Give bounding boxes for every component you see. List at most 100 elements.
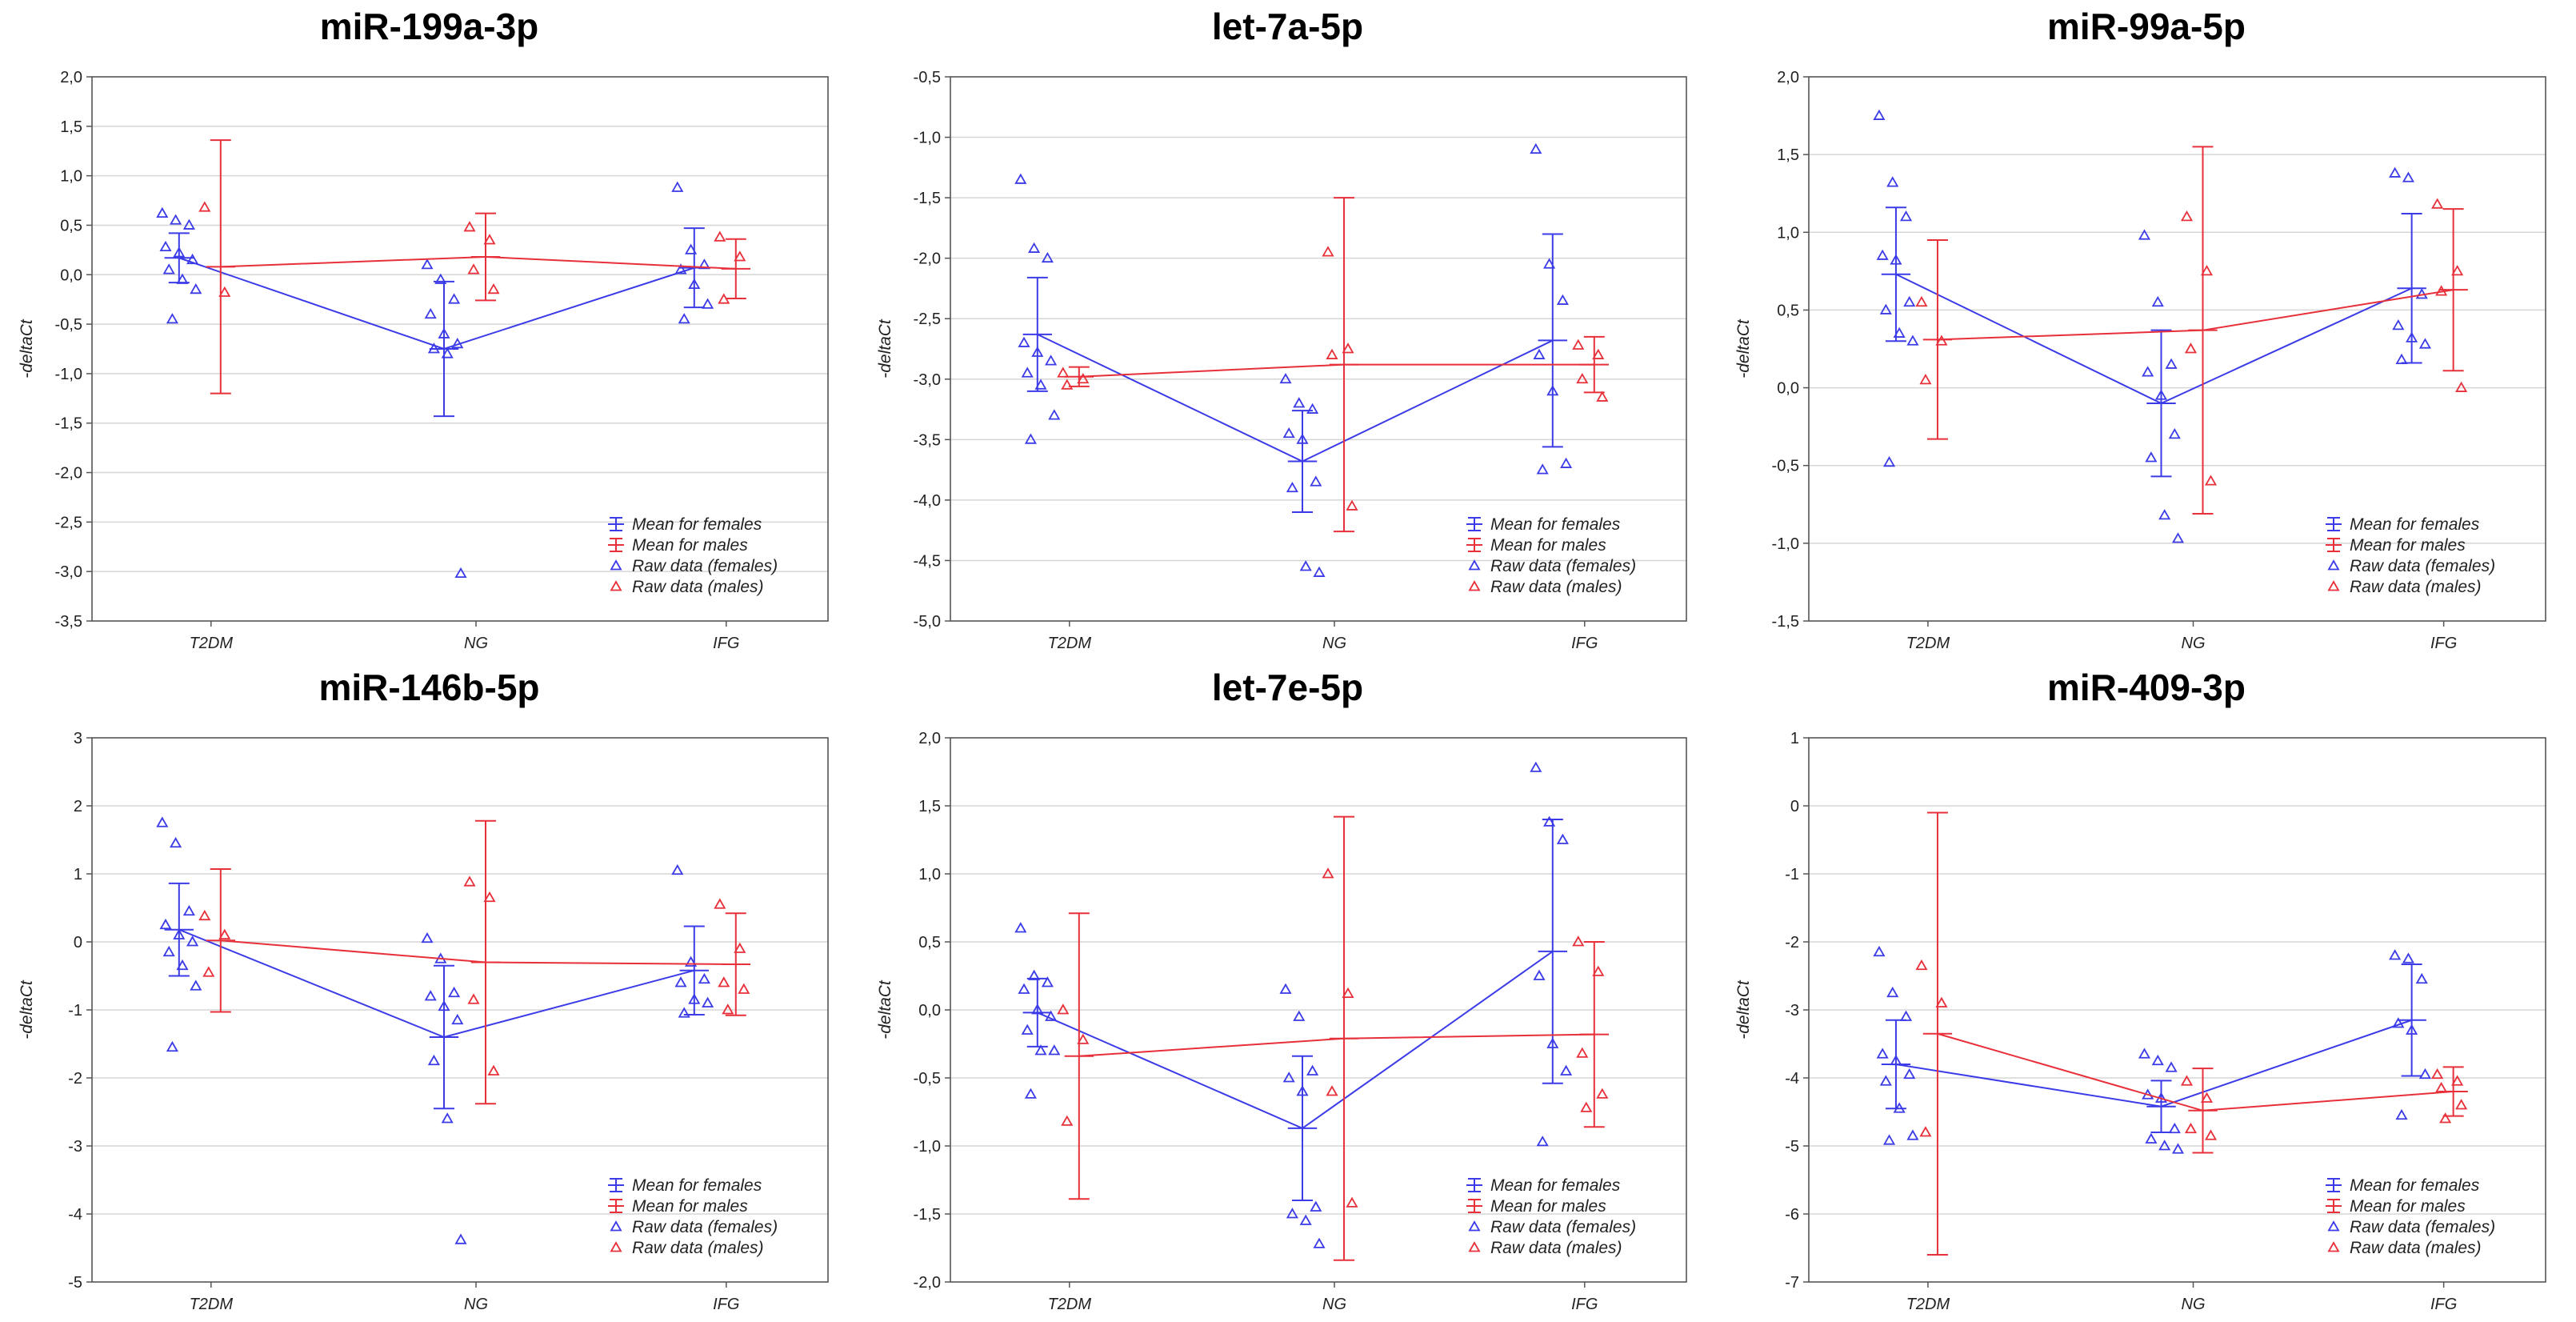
raw-point-female xyxy=(1031,346,1044,357)
y-tick-label: -5 xyxy=(1785,1138,1799,1156)
legend-label: Mean for females xyxy=(2350,515,2480,534)
legend-symbol xyxy=(610,1241,622,1252)
raw-point-female xyxy=(1024,433,1037,444)
raw-point-male xyxy=(738,983,750,994)
y-tick-label: -3,5 xyxy=(55,613,82,631)
legend-symbol xyxy=(2327,1241,2340,1252)
raw-point-female xyxy=(1879,1075,1892,1086)
y-tick-label: 2,0 xyxy=(60,69,82,86)
y-tick-label: 1,5 xyxy=(918,798,941,815)
raw-point-female xyxy=(186,935,199,947)
x-tick-label: IFG xyxy=(713,635,739,652)
y-tick-label: -0,5 xyxy=(914,69,941,86)
raw-point-male xyxy=(1592,348,1605,359)
y-tick-label: 0,5 xyxy=(1777,302,1799,319)
series-line-males xyxy=(1078,363,1594,378)
raw-point-male xyxy=(1326,348,1338,359)
raw-point-male xyxy=(2180,210,2194,222)
raw-point-female xyxy=(1543,815,1556,827)
raw-point-male xyxy=(718,293,730,304)
y-tick-label: -7 xyxy=(1785,1274,1799,1292)
legend-symbol xyxy=(610,1220,622,1232)
chart-plot: 2,0 1,5 1,0 0,5 0,0 -0,5 -1,0 -1,5 -2,0 -2,5 -3,0 -… xyxy=(18,69,829,652)
y-tick-label: 1 xyxy=(1790,730,1799,747)
series-line-males xyxy=(1937,1032,2454,1112)
raw-point-female xyxy=(1310,1200,1322,1212)
raw-point-male xyxy=(218,928,231,939)
raw-point-male xyxy=(1077,1033,1090,1044)
raw-point-female xyxy=(1882,1134,1896,1145)
raw-point-female xyxy=(190,979,202,991)
raw-point-female xyxy=(2145,451,2158,463)
y-tick-label: -5,0 xyxy=(914,613,941,631)
legend-label: Raw data (males) xyxy=(2350,578,2482,596)
raw-point-male xyxy=(714,230,726,242)
raw-point-male xyxy=(2184,343,2198,354)
raw-point-male xyxy=(1935,335,1948,346)
legend-symbol xyxy=(2327,559,2340,571)
raw-point-female xyxy=(1299,1214,1312,1225)
chart-panel-5: let-7e-5p 2,0 1,5 1,0 0,5 0,0 -0,5 -1,0 -1,5 -2,… xyxy=(858,661,1717,1322)
raw-point-female xyxy=(451,1013,464,1025)
x-tick-label: NG xyxy=(464,1296,488,1313)
raw-point-female xyxy=(1024,1088,1037,1099)
y-tick-label: 0,0 xyxy=(918,1002,941,1020)
legend-label: Raw data (females) xyxy=(1490,1218,1636,1236)
raw-point-male xyxy=(1322,246,1334,257)
legend-label: Mean for males xyxy=(2350,1197,2466,1216)
raw-point-female xyxy=(1879,303,1892,314)
y-tick-label: -1,5 xyxy=(55,415,82,433)
raw-point-female xyxy=(1903,295,1916,307)
raw-point-female xyxy=(1536,1136,1549,1147)
raw-point-female xyxy=(424,307,437,319)
raw-point-male xyxy=(2180,1075,2194,1086)
raw-point-female xyxy=(166,1040,178,1052)
y-tick-label: -1,5 xyxy=(914,190,941,207)
raw-point-female xyxy=(1045,1010,1058,1021)
raw-point-male xyxy=(2455,1099,2468,1110)
raw-point-male xyxy=(2435,1081,2448,1093)
raw-point-male xyxy=(218,286,231,297)
raw-point-female xyxy=(424,990,437,1001)
y-axis-label: -deltaCt xyxy=(18,979,36,1040)
legend-label: Raw data (males) xyxy=(2350,1239,2482,1257)
raw-point-male xyxy=(1572,339,1585,350)
y-tick-label: 0 xyxy=(74,934,82,951)
x-tick-label: NG xyxy=(464,635,488,652)
raw-point-female xyxy=(1890,254,1902,265)
y-axis-label: -deltaCt xyxy=(1734,979,1753,1040)
raw-point-female xyxy=(2395,353,2408,365)
raw-point-male xyxy=(487,283,500,294)
raw-point-female xyxy=(1313,566,1326,577)
raw-point-female xyxy=(1296,433,1309,444)
raw-point-female xyxy=(1899,210,1913,222)
raw-point-male xyxy=(2431,1068,2444,1080)
legend-label: Raw data (males) xyxy=(632,578,764,596)
chart-plot: -0,5 -1,0 -1,5 -2,0 -2,5 -3,0 -3,5 -4,0 -4,5 -5,0… xyxy=(876,69,1687,652)
y-tick-label: -3 xyxy=(68,1138,82,1156)
raw-point-female xyxy=(2389,166,2402,178)
y-tick-label: -3,0 xyxy=(914,371,941,389)
raw-point-female xyxy=(2154,389,2168,400)
legend-label: Mean for females xyxy=(1490,515,1621,534)
raw-point-female xyxy=(1028,969,1041,980)
x-tick-label: NG xyxy=(1322,635,1346,652)
chart-panel-3: miR-99a-5p 2,0 1,5 1,0 0,5 0,0 -0,5 -1,0 -1,5 -d… xyxy=(1717,0,2576,661)
raw-point-female xyxy=(1048,1044,1061,1056)
raw-point-male xyxy=(1592,965,1605,976)
legend-label: Mean for males xyxy=(632,1197,748,1216)
y-tick-label: -3 xyxy=(1785,1002,1799,1020)
legend-label: Mean for females xyxy=(1490,1176,1621,1195)
raw-point-female xyxy=(162,945,175,957)
raw-point-female xyxy=(2142,366,2154,377)
raw-point-female xyxy=(1530,142,1542,154)
raw-point-female xyxy=(678,313,690,324)
raw-point-female xyxy=(421,931,434,943)
raw-point-female xyxy=(1031,1004,1044,1015)
legend-symbol xyxy=(1468,1220,1481,1232)
raw-point-female xyxy=(1018,336,1030,347)
raw-point-female xyxy=(2138,1048,2151,1059)
chart-title: miR-409-3p xyxy=(2047,667,2246,708)
raw-point-female xyxy=(2168,428,2181,439)
y-tick-label: -2,0 xyxy=(914,250,941,268)
